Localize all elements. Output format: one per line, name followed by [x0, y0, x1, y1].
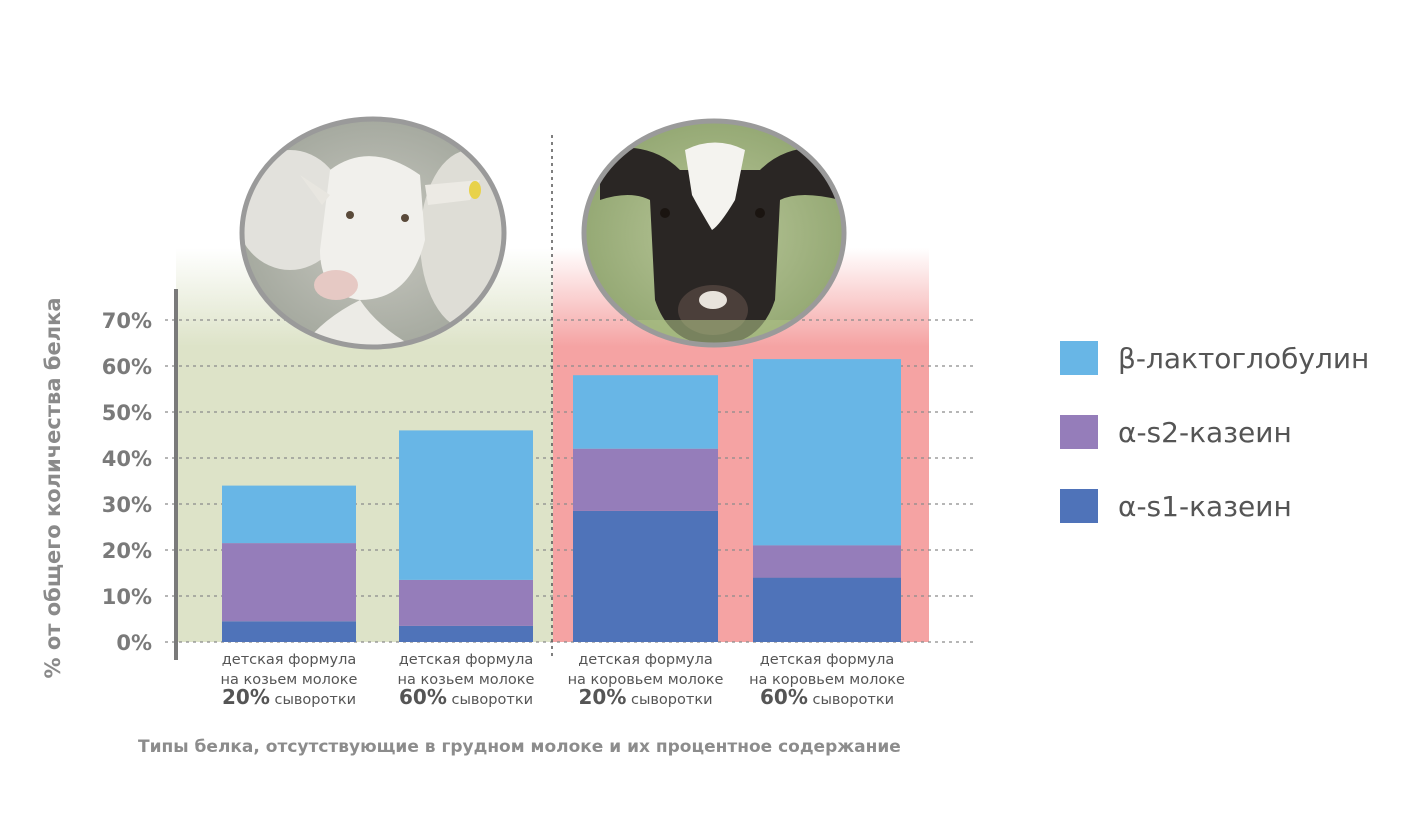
y-tick-label: 0%: [116, 631, 152, 655]
legend-swatch-beta: [1060, 341, 1098, 375]
y-tick-label: 20%: [102, 539, 152, 563]
category-label-line3: 20% сыворотки: [222, 685, 356, 709]
y-tick-label: 60%: [102, 355, 152, 379]
category-label-line3: 20% сыворотки: [578, 685, 712, 709]
y-tick-label: 10%: [102, 585, 152, 609]
bar-segment: [222, 621, 356, 642]
y-tick-label: 30%: [102, 493, 152, 517]
category-label-line2: на козьем молоке: [398, 672, 535, 688]
bars: [222, 359, 901, 642]
category-label-line3: 60% сыворотки: [760, 685, 894, 709]
legend-item-alpha-s2-casein: α-s2-казеин: [1060, 414, 1369, 450]
category-label-line1: детская формула: [222, 652, 357, 668]
legend-item-beta-lactoglobulin: β-лактоглобулин: [1060, 340, 1369, 376]
category-label-line3: 60% сыворотки: [399, 685, 533, 709]
bar-segment: [573, 510, 718, 642]
bar-segment: [399, 625, 533, 642]
y-axis-label: % от общего количества белка: [41, 297, 65, 678]
category-label-line1: детская формула: [399, 652, 534, 668]
bar-segment: [222, 543, 356, 622]
category-label-line1: детская формула: [760, 652, 895, 668]
legend-swatch-s2: [1060, 415, 1098, 449]
legend-swatch-s1: [1060, 489, 1098, 523]
category-label-line2: на козьем молоке: [221, 672, 358, 688]
y-tick-labels: 0% 10% 20% 30% 40% 50% 60% 70%: [102, 309, 152, 655]
bar-segment: [753, 577, 901, 642]
bar-segment: [222, 485, 356, 544]
legend-item-alpha-s1-casein: α-s1-казеин: [1060, 488, 1369, 524]
category-label-line2: на коровьем молоке: [568, 672, 724, 688]
legend-label-beta: β-лактоглобулин: [1118, 341, 1370, 375]
y-tick-label: 50%: [102, 401, 152, 425]
bar-segment: [399, 579, 533, 626]
bar-segment: [399, 430, 533, 580]
legend-label-s1: α-s1-казеин: [1118, 489, 1292, 523]
bar-segment: [573, 375, 718, 449]
chart-caption: Типы белка, отсутствующие в грудном моло…: [138, 737, 901, 757]
y-tick-label: 70%: [102, 309, 152, 333]
legend-label-s2: α-s2-казеин: [1118, 415, 1292, 449]
bar-segment: [573, 448, 718, 511]
legend: β-лактоглобулин α-s2-казеин α-s1-казеин: [1060, 340, 1369, 562]
bar-segment: [753, 359, 901, 546]
category-label-line2: на коровьем молоке: [749, 672, 905, 688]
category-label-line1: детская формула: [578, 652, 713, 668]
y-tick-label: 40%: [102, 447, 152, 471]
cow-photo: [581, 118, 847, 348]
bar-segment: [753, 545, 901, 578]
